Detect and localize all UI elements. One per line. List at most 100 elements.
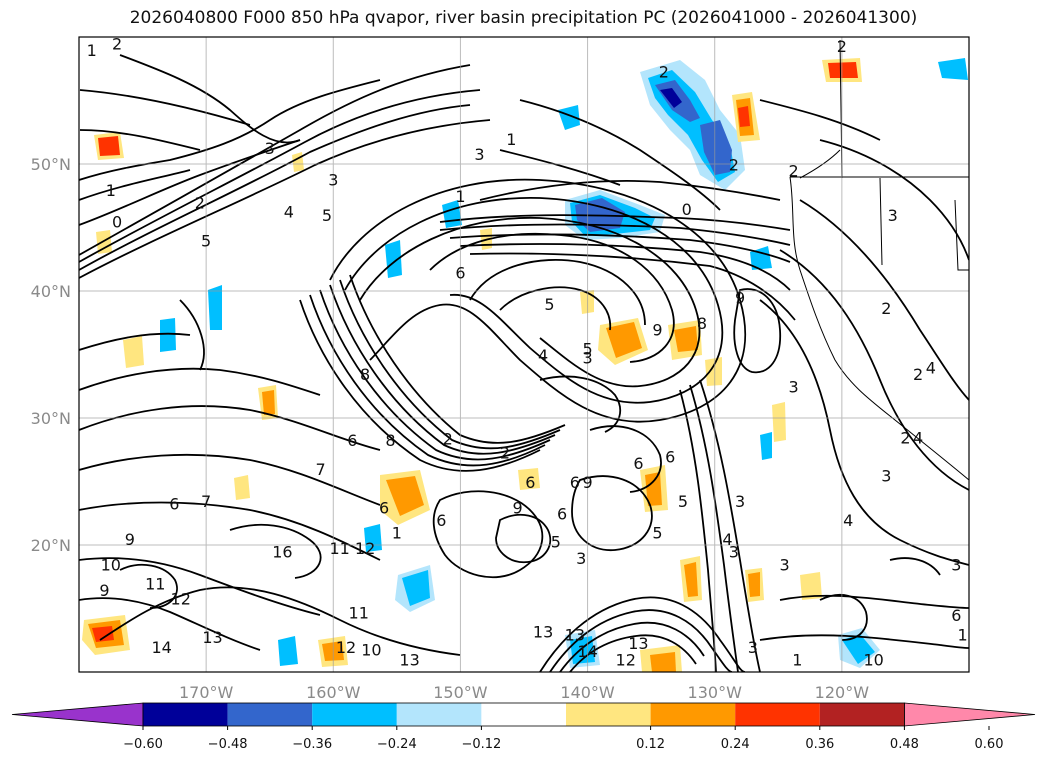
shade-blob (234, 475, 250, 500)
shade-blob (660, 88, 682, 108)
coastline (789, 39, 969, 481)
contour-label: 14 (577, 642, 597, 661)
contour-label: 2 (729, 155, 739, 174)
contour-label: 1 (958, 625, 968, 644)
shade-blob (160, 318, 176, 352)
contour-line (359, 216, 701, 388)
contour-label: 5 (652, 524, 662, 543)
contour-line (79, 557, 321, 616)
shade-blob (402, 570, 430, 606)
contour-line (79, 367, 321, 396)
contour-label: 3 (881, 467, 891, 486)
shade-blob (386, 476, 424, 516)
contour-label: 1 (455, 187, 465, 206)
colorbar: −0.60 −0.48 −0.36 −0.24 −0.12 0.12 0.24 0.36 0.4… (11, 702, 1036, 752)
colorbar-tick-label: 0.60 (975, 737, 1004, 752)
contour-line (889, 557, 941, 576)
shade-blob (674, 326, 698, 352)
contour-label: 6 (570, 473, 580, 492)
contour-label: 11 (329, 539, 349, 558)
contour-line (179, 299, 205, 371)
shade-blob (748, 572, 760, 597)
shade-blob (518, 468, 540, 490)
shade-blob (385, 240, 402, 278)
contour-label: 11 (349, 604, 369, 623)
contour-label: 9 (735, 289, 745, 308)
shade-blob (760, 432, 772, 460)
shade-blob (828, 62, 858, 78)
contour-label: 9 (652, 320, 662, 339)
contour-line (319, 289, 551, 461)
shade-blob (705, 357, 722, 386)
contour-line (799, 199, 969, 401)
colorbar-segment (735, 703, 820, 726)
contour-label: 3 (328, 171, 338, 190)
contour-label: 3 (780, 555, 790, 574)
contour-label: 3 (576, 549, 586, 568)
contour-line (499, 286, 612, 331)
lon-tick-label: 160°W (306, 683, 361, 702)
contour-line (79, 89, 481, 263)
contour-line (539, 596, 746, 672)
contour-label: 8 (385, 431, 395, 450)
contour-label: 6 (557, 505, 567, 524)
contour-label: 3 (474, 145, 484, 164)
shade-blob (123, 336, 144, 368)
shade-blob (278, 636, 298, 666)
contour-label: 2 (443, 430, 453, 449)
contour-label: 13 (202, 628, 222, 647)
contour-line (79, 139, 301, 226)
contour-label: 13 (399, 651, 419, 670)
coastline-path (789, 176, 969, 481)
contour-line (759, 634, 969, 649)
contour-label: 9 (125, 530, 135, 549)
shade-blob (842, 634, 875, 664)
contour-line (99, 586, 461, 656)
lon-tick-label: 130°W (688, 683, 743, 702)
shade-blob (98, 136, 120, 156)
colorbar-tick-label: 0.12 (636, 737, 665, 752)
colorbar-segment (819, 703, 905, 726)
contour-line (79, 129, 201, 151)
contour-label: 9 (99, 581, 109, 600)
contour-label: 13 (533, 623, 553, 642)
latitude-tick-labels: 50°N 40°N 30°N 20°N (31, 155, 71, 555)
contour-label: 4 (538, 346, 548, 365)
shade-blob (645, 472, 662, 506)
contour-line (469, 252, 796, 321)
contour-label: 4 (913, 428, 923, 447)
contour-label: 6 (455, 263, 465, 282)
lon-tick-label: 150°W (433, 683, 488, 702)
lat-tick-label: 40°N (31, 282, 71, 301)
lat-tick-label: 50°N (31, 155, 71, 174)
contour-label: 1 (106, 181, 116, 200)
contour-line (539, 375, 622, 433)
contour-label: 3 (265, 139, 275, 158)
contour-label: 4 (926, 359, 936, 378)
colorbar-tick-label: −0.48 (208, 737, 248, 752)
shade-blob (580, 290, 594, 314)
contour-label: 3 (748, 638, 758, 657)
contour-label: 13 (628, 634, 648, 653)
contour-line (779, 249, 969, 491)
contour-label: 0 (112, 213, 122, 232)
contour-label: 9 (582, 473, 592, 492)
contour-line (439, 223, 791, 246)
contour-label: 6 (665, 447, 675, 466)
contour-line (469, 259, 646, 326)
shade-blob (606, 322, 642, 358)
shade-blob (96, 230, 112, 254)
colorbar-tick-label: 0.48 (890, 737, 919, 752)
contour-line (229, 523, 322, 579)
colorbar-tick-label: 0.24 (721, 737, 750, 752)
colorbar-tick-label: −0.24 (377, 737, 417, 752)
contour-line (299, 299, 541, 472)
contour-label: 4 (722, 530, 732, 549)
colorbar-extend-max (904, 702, 1036, 727)
colorbar-segment (143, 703, 228, 726)
contour-label: 12 (355, 539, 375, 558)
contour-label: 6 (169, 494, 179, 513)
colorbar-segment (396, 703, 482, 726)
